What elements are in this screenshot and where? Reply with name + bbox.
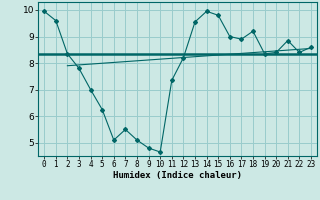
X-axis label: Humidex (Indice chaleur): Humidex (Indice chaleur): [113, 171, 242, 180]
